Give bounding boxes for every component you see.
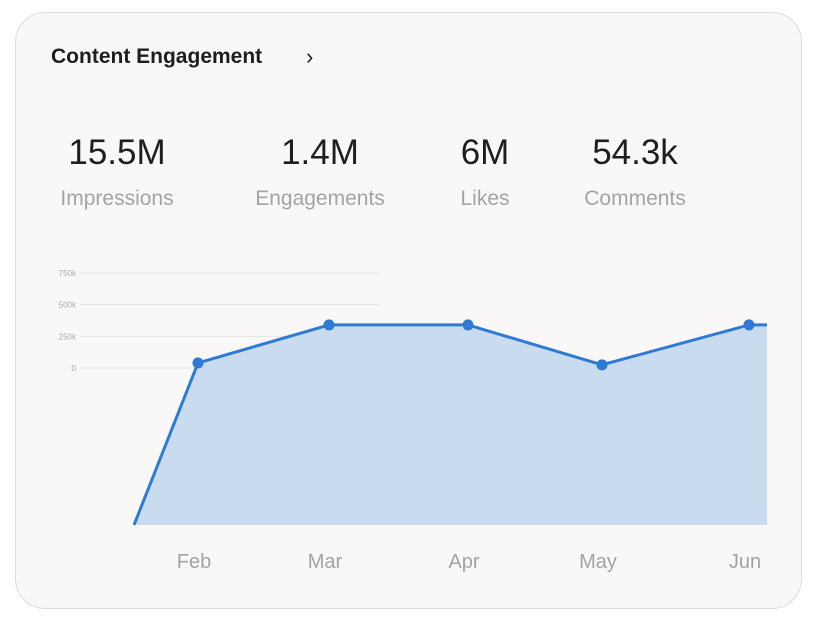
stat-comments: 54.3k Comments — [584, 133, 686, 211]
stat-label: Likes — [460, 187, 510, 210]
stat-label: Comments — [584, 187, 686, 210]
card-title[interactable]: Content Engagement — [51, 45, 263, 68]
stat-value: 6M — [460, 133, 510, 172]
stat-value: 54.3k — [592, 133, 678, 172]
x-tick-label: Apr — [448, 551, 479, 573]
stat-impressions: 15.5M Impressions — [60, 133, 173, 211]
x-tick-label: Feb — [177, 551, 211, 573]
x-tick-label: May — [579, 551, 617, 573]
y-tick-label: 250k — [59, 332, 77, 341]
data-point — [192, 357, 204, 369]
data-point — [462, 319, 474, 331]
data-point — [743, 319, 755, 331]
stat-likes: 6M Likes — [460, 133, 509, 211]
x-tick-label: Jun — [729, 551, 761, 573]
stat-value: 1.4M — [281, 133, 359, 172]
data-point — [596, 359, 608, 371]
y-tick-label: 500k — [59, 301, 77, 310]
y-tick-label: 750k — [59, 269, 77, 278]
area-fill — [134, 324, 767, 525]
chevron-right-icon[interactable]: › — [306, 44, 314, 69]
x-tick-label: Mar — [308, 551, 343, 573]
stat-label: Impressions — [60, 187, 174, 210]
stat-value: 15.5M — [68, 133, 166, 172]
stat-label: Engagements — [255, 187, 385, 210]
y-tick-label: 0 — [72, 364, 77, 373]
stat-engagements: 1.4M Engagements — [255, 133, 385, 211]
data-point — [323, 319, 335, 331]
